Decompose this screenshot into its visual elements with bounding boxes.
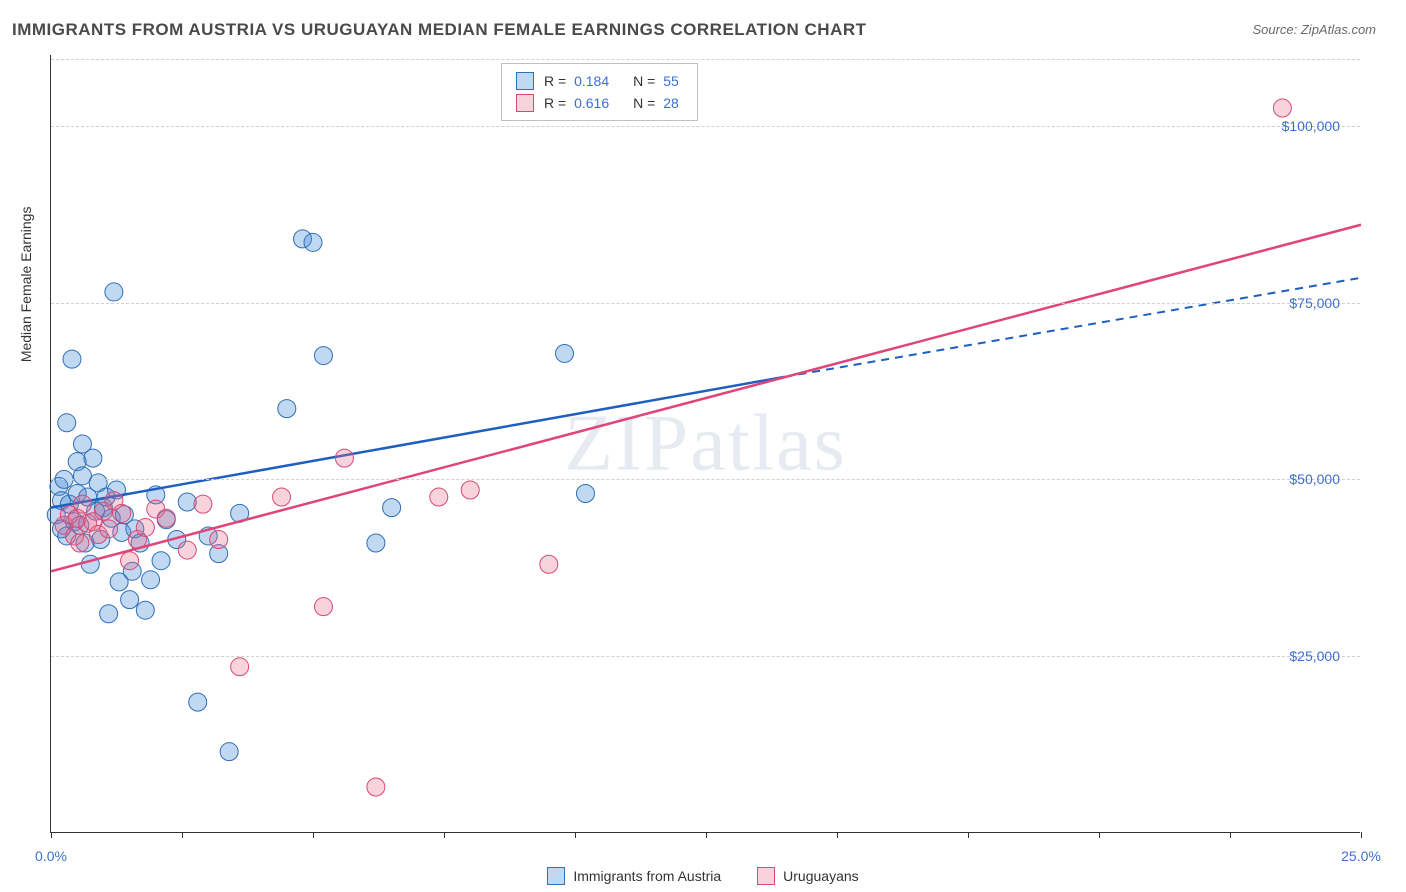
scatter-point — [136, 518, 154, 536]
scatter-point — [71, 534, 89, 552]
stat-n-label: N = 28 — [633, 95, 683, 111]
scatter-point — [335, 449, 353, 467]
scatter-point — [178, 541, 196, 559]
legend-label: Uruguayans — [783, 868, 859, 884]
scatter-point — [194, 495, 212, 513]
stats-row: R = 0.184 N = 55 — [516, 70, 683, 92]
y-tick-label: $100,000 — [1282, 118, 1340, 134]
trend-line-dashed — [785, 278, 1361, 377]
grid-line — [51, 59, 1360, 60]
scatter-point — [178, 493, 196, 511]
bottom-legend: Immigrants from Austria Uruguayans — [0, 867, 1406, 888]
x-tick — [1230, 832, 1231, 838]
scatter-point — [81, 555, 99, 573]
x-tick — [51, 832, 52, 838]
legend-swatch — [547, 867, 565, 885]
scatter-point — [152, 552, 170, 570]
legend-item: Uruguayans — [757, 867, 859, 885]
grid-line — [51, 656, 1360, 657]
x-tick — [444, 832, 445, 838]
grid-line — [51, 479, 1360, 480]
x-tick — [968, 832, 969, 838]
scatter-point — [100, 605, 118, 623]
legend-item: Immigrants from Austria — [547, 867, 721, 885]
source-label: Source: ZipAtlas.com — [1252, 22, 1376, 37]
scatter-point — [556, 344, 574, 362]
x-tick — [182, 832, 183, 838]
y-axis-label: Median Female Earnings — [18, 207, 34, 363]
scatter-point — [1273, 99, 1291, 117]
chart-container: IMMIGRANTS FROM AUSTRIA VS URUGUAYAN MED… — [0, 0, 1406, 892]
scatter-point — [189, 693, 207, 711]
x-tick — [575, 832, 576, 838]
stats-row: R = 0.616 N = 28 — [516, 92, 683, 114]
scatter-point — [73, 495, 91, 513]
scatter-point — [314, 598, 332, 616]
grid-line — [51, 126, 1360, 127]
x-tick-label: 0.0% — [35, 848, 67, 864]
legend-swatch — [516, 94, 534, 112]
scatter-point — [157, 509, 175, 527]
scatter-point — [113, 504, 131, 522]
scatter-point — [121, 591, 139, 609]
x-tick-label: 25.0% — [1341, 848, 1381, 864]
scatter-point — [58, 414, 76, 432]
legend-swatch — [516, 72, 534, 90]
scatter-point — [63, 350, 81, 368]
plot-area: ZIPatlas R = 0.184N = 55R = 0.616N = 28 … — [50, 55, 1360, 833]
scatter-point — [100, 520, 118, 538]
x-tick — [837, 832, 838, 838]
scatter-point — [142, 571, 160, 589]
x-tick — [1361, 832, 1362, 838]
scatter-point — [136, 601, 154, 619]
trend-line — [51, 225, 1361, 572]
chart-title: IMMIGRANTS FROM AUSTRIA VS URUGUAYAN MED… — [12, 20, 867, 40]
y-tick-label: $25,000 — [1289, 648, 1340, 664]
scatter-point — [220, 743, 238, 761]
stat-r-label: R = 0.184 — [544, 73, 613, 89]
plot-svg — [51, 55, 1360, 832]
scatter-point — [430, 488, 448, 506]
stat-r-label: R = 0.616 — [544, 95, 613, 111]
scatter-point — [540, 555, 558, 573]
scatter-point — [84, 449, 102, 467]
scatter-point — [278, 400, 296, 418]
scatter-point — [576, 485, 594, 503]
x-tick — [706, 832, 707, 838]
scatter-point — [461, 481, 479, 499]
scatter-point — [121, 552, 139, 570]
grid-line — [51, 303, 1360, 304]
legend-label: Immigrants from Austria — [573, 868, 721, 884]
scatter-point — [304, 233, 322, 251]
scatter-point — [273, 488, 291, 506]
y-tick-label: $50,000 — [1289, 471, 1340, 487]
scatter-point — [105, 283, 123, 301]
legend-swatch — [757, 867, 775, 885]
stat-n-label: N = 55 — [633, 73, 683, 89]
scatter-point — [210, 530, 228, 548]
stats-legend: R = 0.184 N = 55 R = 0.616 N = 28 — [501, 63, 698, 121]
scatter-point — [314, 347, 332, 365]
scatter-point — [367, 534, 385, 552]
x-tick — [313, 832, 314, 838]
y-tick-label: $75,000 — [1289, 295, 1340, 311]
scatter-point — [367, 778, 385, 796]
trend-line — [51, 377, 785, 508]
scatter-point — [383, 499, 401, 517]
x-tick — [1099, 832, 1100, 838]
scatter-point — [231, 658, 249, 676]
